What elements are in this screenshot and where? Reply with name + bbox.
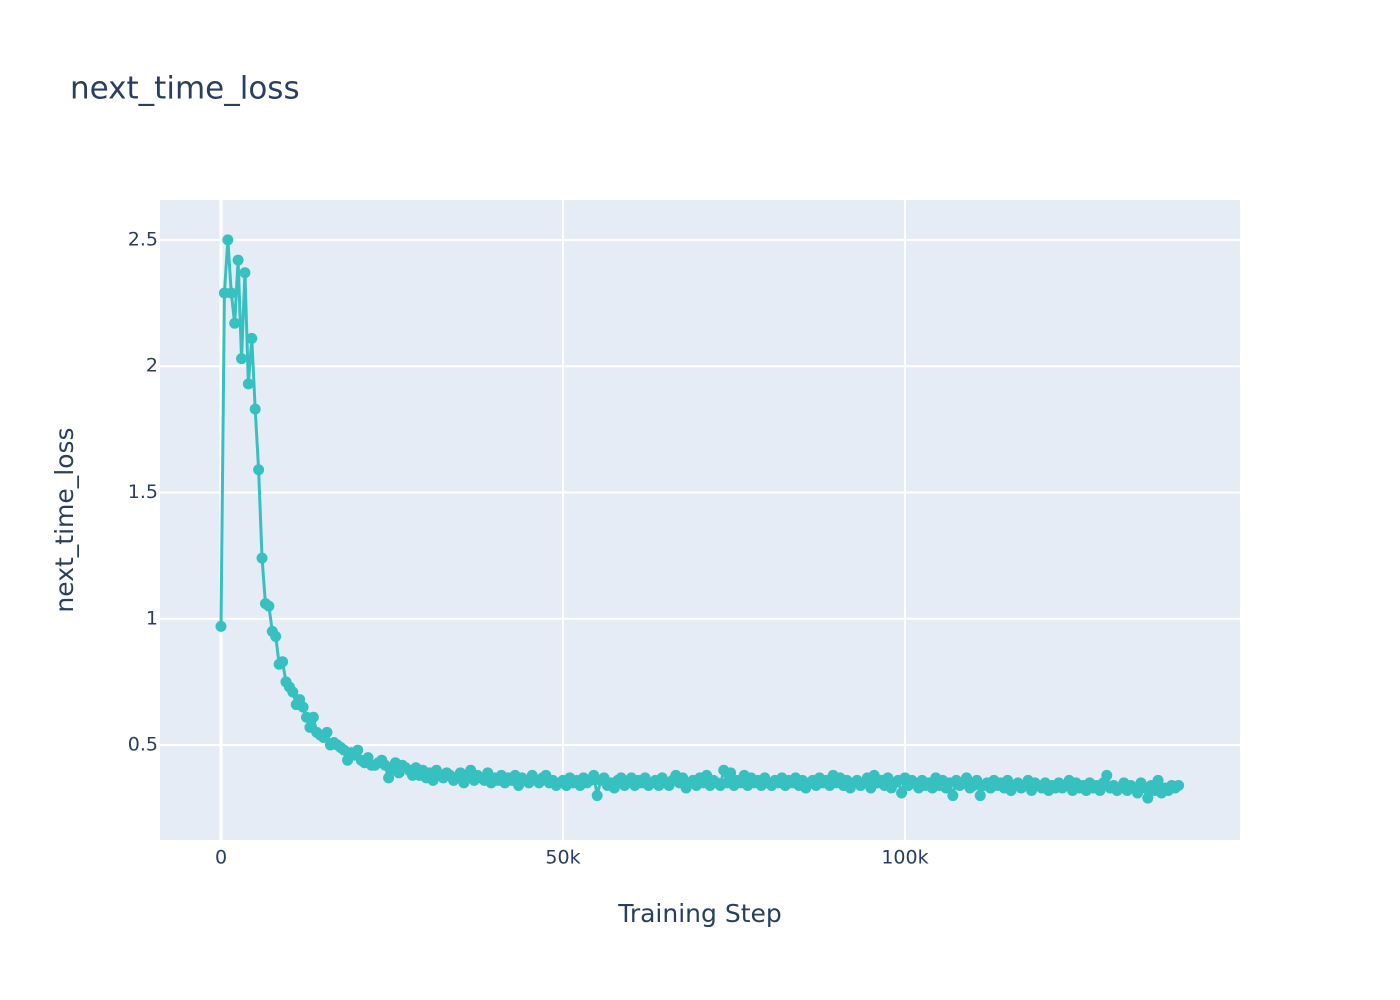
data-point <box>974 790 986 802</box>
y-tick-label: 1.5 <box>128 481 158 503</box>
data-point <box>246 332 258 344</box>
data-point <box>232 254 244 266</box>
y-tick-label: 2 <box>146 355 158 377</box>
y-tick-label: 2.5 <box>128 228 158 250</box>
plot-background <box>160 200 1240 840</box>
chart-title: next_time_loss <box>70 71 300 107</box>
data-point <box>225 287 237 299</box>
data-point <box>277 656 289 668</box>
data-point <box>725 767 737 779</box>
y-axis-title: next_time_loss <box>50 427 79 612</box>
data-point <box>896 787 908 799</box>
data-point <box>961 772 973 784</box>
y-tick-label: 1 <box>146 607 158 629</box>
data-point <box>287 686 299 698</box>
data-point <box>297 701 309 713</box>
data-point <box>1152 774 1164 786</box>
data-point <box>229 317 241 329</box>
data-point <box>242 378 254 390</box>
data-point <box>352 744 364 756</box>
y-tick-label: 0.5 <box>128 734 158 756</box>
data-point <box>1101 769 1113 781</box>
data-point <box>591 790 603 802</box>
data-point <box>307 711 319 723</box>
data-point <box>263 600 275 612</box>
data-point <box>1173 779 1185 791</box>
data-point <box>215 620 227 632</box>
data-point <box>270 630 282 642</box>
marks <box>215 234 1185 804</box>
data-point <box>253 464 265 476</box>
x-tick-label: 0 <box>215 847 227 869</box>
data-point <box>222 234 234 246</box>
x-tick-label: 50k <box>545 847 580 869</box>
data-point <box>321 726 333 738</box>
data-point <box>249 403 261 415</box>
data-point <box>256 552 268 564</box>
x-tick-label: 100k <box>881 847 928 869</box>
data-point <box>239 267 251 279</box>
data-point <box>236 353 248 365</box>
data-point <box>1142 792 1154 804</box>
data-point <box>947 790 959 802</box>
x-axis-title: Training Step <box>617 899 782 928</box>
